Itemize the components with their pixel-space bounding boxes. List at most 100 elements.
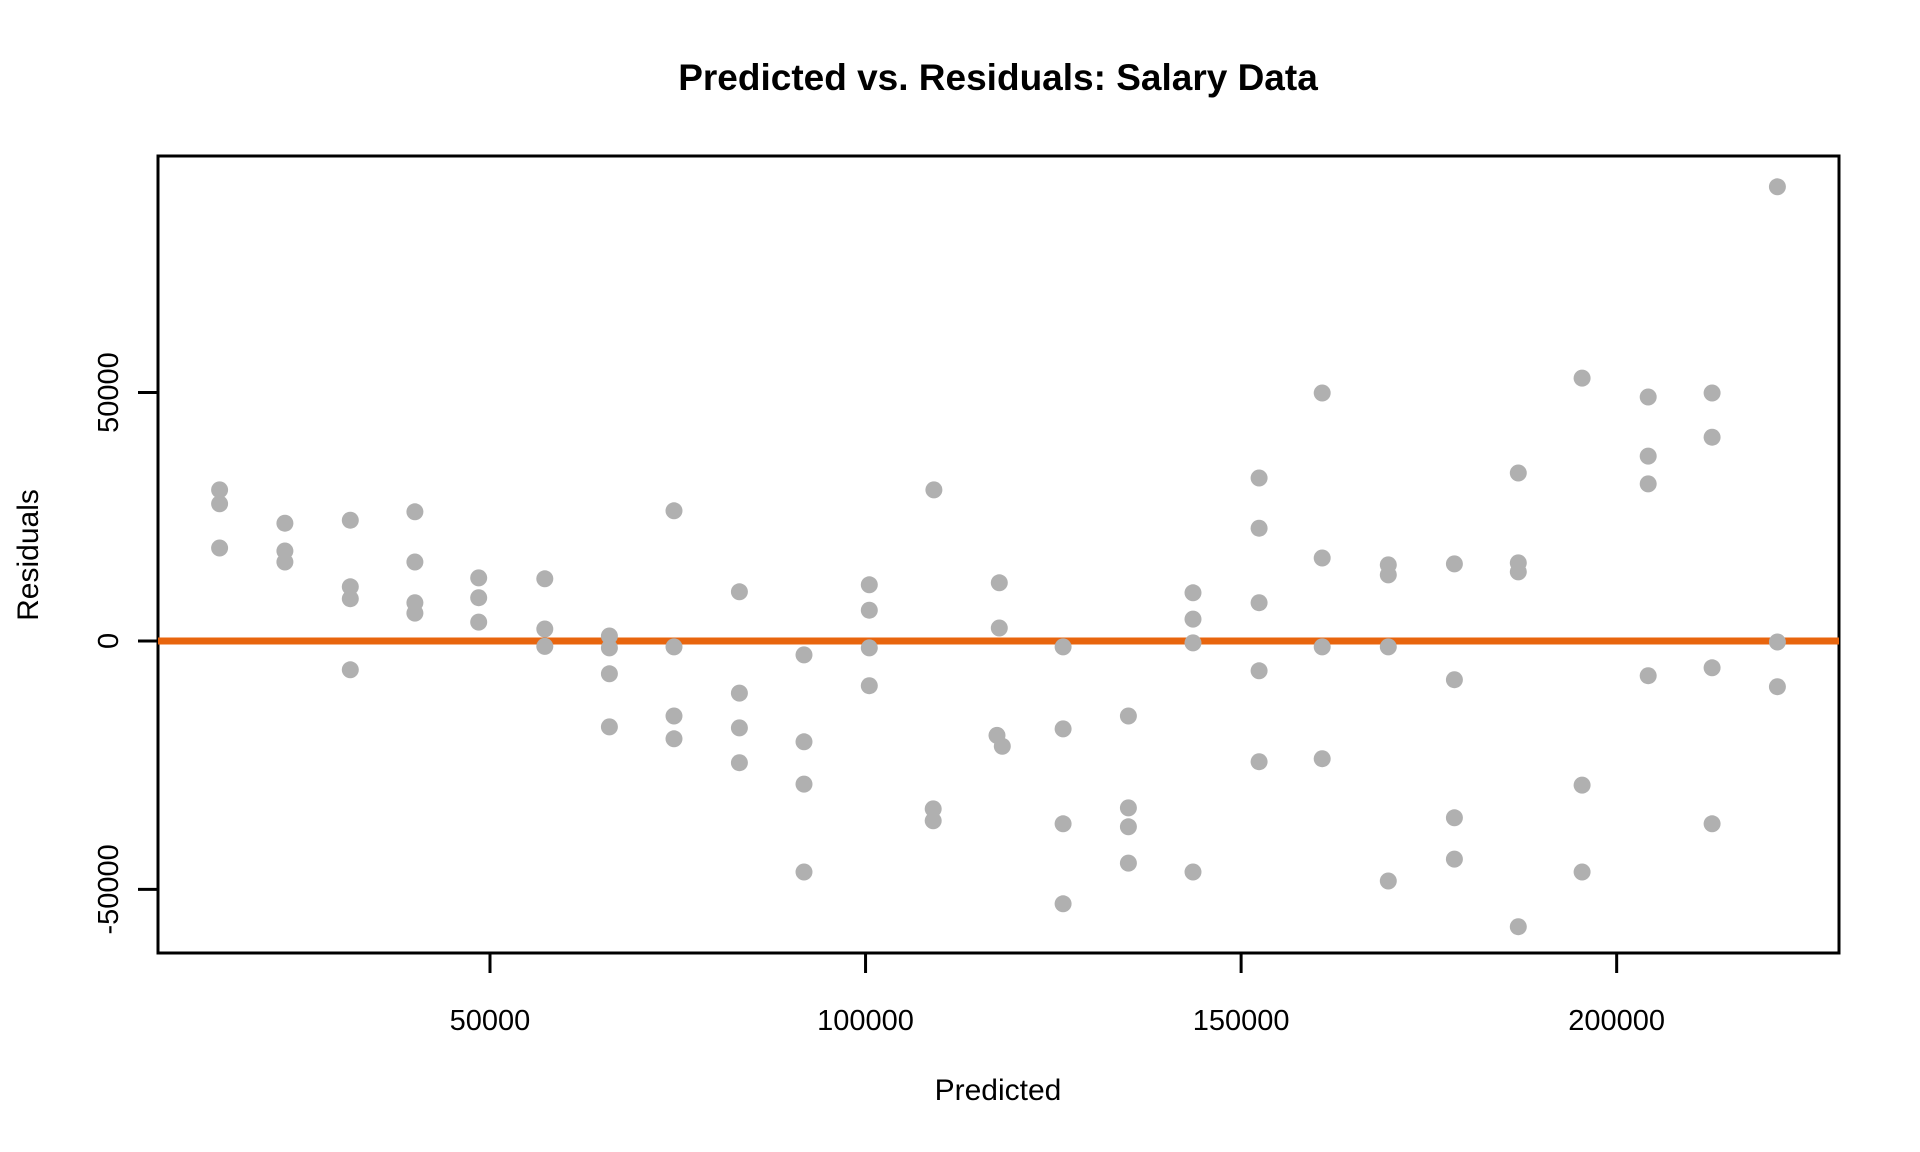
data-point (341, 661, 359, 679)
data-point (1509, 464, 1527, 482)
x-tick-label: 100000 (817, 1005, 914, 1037)
axis-ticks: 50000 100000 150000 200000 -50000 0 50000 (93, 352, 1665, 1037)
data-point (470, 589, 488, 607)
data-point (1573, 776, 1591, 794)
data-point (1119, 818, 1137, 836)
data-point (276, 553, 294, 571)
x-tick-label: 200000 (1568, 1005, 1665, 1037)
data-point (860, 639, 878, 657)
data-point (795, 733, 813, 751)
data-point (1054, 720, 1072, 738)
data-point (924, 800, 942, 818)
data-point (600, 627, 618, 645)
data-point (406, 553, 424, 571)
x-axis-title: Predicted (935, 1074, 1062, 1107)
data-point (924, 812, 942, 830)
y-axis-title: Residuals (12, 489, 45, 621)
data-point (1119, 707, 1137, 725)
data-point (1445, 555, 1463, 573)
data-point (341, 511, 359, 529)
data-point (276, 514, 294, 532)
data-point (600, 718, 618, 736)
data-point (406, 604, 424, 622)
data-point (211, 495, 229, 513)
x-tick-label: 50000 (450, 1005, 531, 1037)
data-point (470, 613, 488, 631)
data-point (1119, 854, 1137, 872)
data-point (1509, 563, 1527, 581)
data-point (211, 539, 229, 557)
data-point (1250, 753, 1268, 771)
data-point (1768, 178, 1786, 196)
x-tick-label: 150000 (1193, 1005, 1290, 1037)
data-point (1054, 815, 1072, 833)
data-point (925, 481, 943, 499)
data-point (730, 754, 748, 772)
plot-box-border (156, 154, 1841, 955)
data-point (1379, 638, 1397, 656)
data-point (536, 570, 554, 588)
data-point (1639, 475, 1657, 493)
data-point (1445, 850, 1463, 868)
plot-area: 50000 100000 150000 200000 -50000 0 50000 (93, 154, 1841, 1037)
data-point (341, 590, 359, 608)
data-point (470, 569, 488, 587)
data-point (600, 665, 618, 683)
data-point (795, 646, 813, 664)
data-point (665, 502, 683, 520)
data-points (211, 178, 1786, 936)
data-point (1639, 447, 1657, 465)
data-point (860, 601, 878, 619)
data-point (795, 863, 813, 881)
data-point (795, 775, 813, 793)
data-point (730, 684, 748, 702)
data-point (1184, 863, 1202, 881)
data-point (1379, 872, 1397, 890)
data-point (1703, 659, 1721, 677)
data-point (1703, 384, 1721, 402)
data-point (536, 637, 554, 655)
data-point (1639, 667, 1657, 685)
data-point (1703, 815, 1721, 833)
data-point (665, 638, 683, 656)
data-point (1573, 369, 1591, 387)
data-point (993, 737, 1011, 755)
data-point (990, 574, 1008, 592)
data-point (665, 730, 683, 748)
y-tick-label: 0 (93, 633, 125, 649)
data-point (600, 639, 618, 657)
data-point (990, 619, 1008, 637)
chart-title: Predicted vs. Residuals: Salary Data (678, 57, 1318, 98)
data-point (1184, 584, 1202, 602)
data-point (1184, 610, 1202, 628)
data-point (860, 677, 878, 695)
y-tick-label: 50000 (93, 352, 125, 433)
data-point (1250, 519, 1268, 537)
data-point (1250, 662, 1268, 680)
data-point (1119, 799, 1137, 817)
data-point (1313, 638, 1331, 656)
data-point (1379, 566, 1397, 584)
data-point (1509, 918, 1527, 936)
data-point (536, 620, 554, 638)
data-point (665, 707, 683, 725)
data-point (406, 503, 424, 521)
data-point (1313, 750, 1331, 768)
data-point (1313, 384, 1331, 402)
data-point (341, 578, 359, 596)
data-point (1250, 594, 1268, 612)
data-point (1445, 809, 1463, 827)
data-point (1184, 634, 1202, 652)
data-point (1768, 633, 1786, 651)
data-point (1054, 895, 1072, 913)
data-point (860, 576, 878, 594)
data-point (1768, 678, 1786, 696)
data-point (1703, 428, 1721, 446)
y-tick-label: -50000 (93, 844, 125, 934)
data-point (1054, 638, 1072, 656)
data-point (211, 481, 229, 499)
data-point (1445, 671, 1463, 689)
data-point (730, 719, 748, 737)
